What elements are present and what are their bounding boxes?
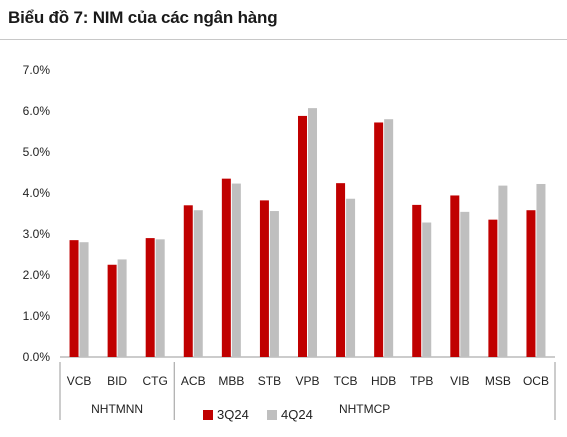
bar-4Q24-BID (117, 259, 127, 357)
x-tick-label: MSB (485, 374, 511, 388)
bar-3Q24-TCB (336, 183, 346, 357)
x-tick-label: TCB (334, 374, 358, 388)
bar-4Q24-MBB (231, 183, 241, 357)
y-tick-label: 7.0% (23, 63, 51, 77)
bar-3Q24-CTG (145, 238, 155, 357)
bar-4Q24-VPB (308, 108, 317, 357)
group-label: NHTMNN (91, 402, 143, 416)
bar-3Q24-MBB (221, 178, 231, 357)
bar-3Q24-ACB (183, 205, 193, 357)
x-tick-label: VPB (295, 374, 319, 388)
y-tick-label: 6.0% (23, 104, 51, 118)
legend-swatch-3Q24 (203, 410, 213, 420)
y-tick-label: 3.0% (23, 227, 51, 241)
bar-4Q24-HDB (384, 119, 394, 357)
y-tick-label: 0.0% (23, 350, 51, 364)
bar-4Q24-VCB (79, 242, 89, 357)
bar-3Q24-STB (259, 200, 269, 357)
bar-4Q24-OCB (536, 183, 546, 357)
bar-4Q24-CTG (155, 239, 165, 357)
y-tick-label: 1.0% (23, 309, 51, 323)
x-tick-label: OCB (523, 374, 549, 388)
bar-3Q24-VCB (69, 240, 79, 357)
chart-title: Biểu đồ 7: NIM của các ngân hàng (8, 8, 278, 27)
bar-4Q24-VIB (460, 211, 470, 357)
bar-4Q24-ACB (193, 210, 203, 357)
legend-swatch-4Q24 (267, 410, 277, 420)
bar-4Q24-TPB (422, 222, 432, 357)
bar-4Q24-TCB (346, 198, 356, 357)
y-tick-label: 2.0% (23, 268, 51, 282)
x-tick-label: MBB (218, 374, 244, 388)
bar-3Q24-BID (107, 264, 117, 357)
bar-3Q24-VPB (298, 115, 307, 357)
x-tick-label: CTG (143, 374, 168, 388)
x-tick-label: BID (107, 374, 127, 388)
bar-3Q24-OCB (526, 210, 536, 357)
y-tick-label: 4.0% (23, 186, 51, 200)
x-tick-label: ACB (181, 374, 206, 388)
group-label: NHTMCP (339, 402, 390, 416)
bar-3Q24-VIB (450, 195, 460, 357)
x-tick-label: VCB (67, 374, 92, 388)
legend-label: 4Q24 (281, 407, 313, 422)
bar-4Q24-STB (269, 211, 279, 357)
bar-3Q24-MSB (488, 219, 498, 357)
x-tick-label: TPB (410, 374, 433, 388)
legend-label: 3Q24 (217, 407, 249, 422)
x-tick-label: STB (258, 374, 281, 388)
bar-3Q24-TPB (412, 204, 422, 357)
bar-3Q24-HDB (374, 122, 384, 357)
y-tick-label: 5.0% (23, 145, 51, 159)
title-divider (0, 39, 567, 40)
x-tick-label: VIB (450, 374, 469, 388)
x-tick-label: HDB (371, 374, 396, 388)
bar-4Q24-MSB (498, 185, 508, 357)
